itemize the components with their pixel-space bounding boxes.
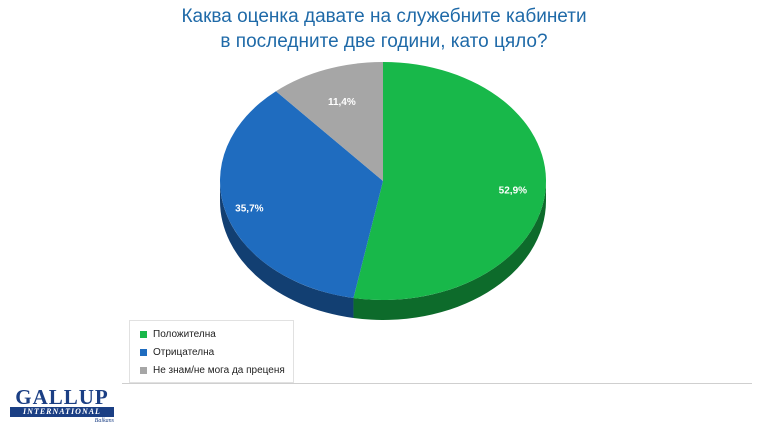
slice-label-dont-know: 11,4% bbox=[328, 97, 356, 108]
footer-divider bbox=[122, 383, 752, 384]
legend-item-positive: Положителна bbox=[140, 325, 293, 343]
chart-title-line-2: в последните две години, като цяло? bbox=[220, 31, 548, 52]
slice-label-negative: 35,7% bbox=[235, 204, 263, 215]
legend-label-negative: Отрицателна bbox=[153, 346, 215, 358]
pie-slice-dont-know bbox=[275, 62, 383, 181]
logo-sub-text: Balkans bbox=[94, 418, 114, 424]
logo-bar-text: INTERNATIONAL bbox=[10, 407, 114, 417]
legend-item-negative: Отрицателна bbox=[140, 343, 293, 361]
pie-top bbox=[220, 62, 547, 300]
pie-side-positive bbox=[353, 181, 546, 320]
legend-label-dont-know: Не знам/не мога да преценя bbox=[153, 364, 285, 376]
legend-swatch-positive bbox=[140, 330, 147, 338]
logo-main-text: GALLUP bbox=[15, 385, 109, 409]
chart-title: Каква оценка давате на служебните кабине… bbox=[0, 4, 768, 54]
chart-legend: Положителна Отрицателна Не знам/не мога … bbox=[129, 320, 294, 383]
pie-slice-negative bbox=[220, 91, 383, 299]
gallup-logo: GALLUP INTERNATIONAL Balkans bbox=[10, 386, 116, 426]
legend-swatch-dont-know bbox=[140, 366, 147, 374]
pie-slice-positive bbox=[353, 62, 547, 300]
pie-sides bbox=[220, 181, 546, 320]
pie-side-negative bbox=[220, 181, 354, 319]
legend-swatch-negative bbox=[140, 348, 147, 356]
legend-item-dont-know: Не знам/не мога да преценя bbox=[140, 361, 293, 379]
slice-label-positive: 52,9% bbox=[499, 186, 527, 197]
legend-label-positive: Положителна bbox=[153, 328, 216, 340]
chart-title-line-1: Каква оценка давате на служебните кабине… bbox=[181, 6, 587, 27]
